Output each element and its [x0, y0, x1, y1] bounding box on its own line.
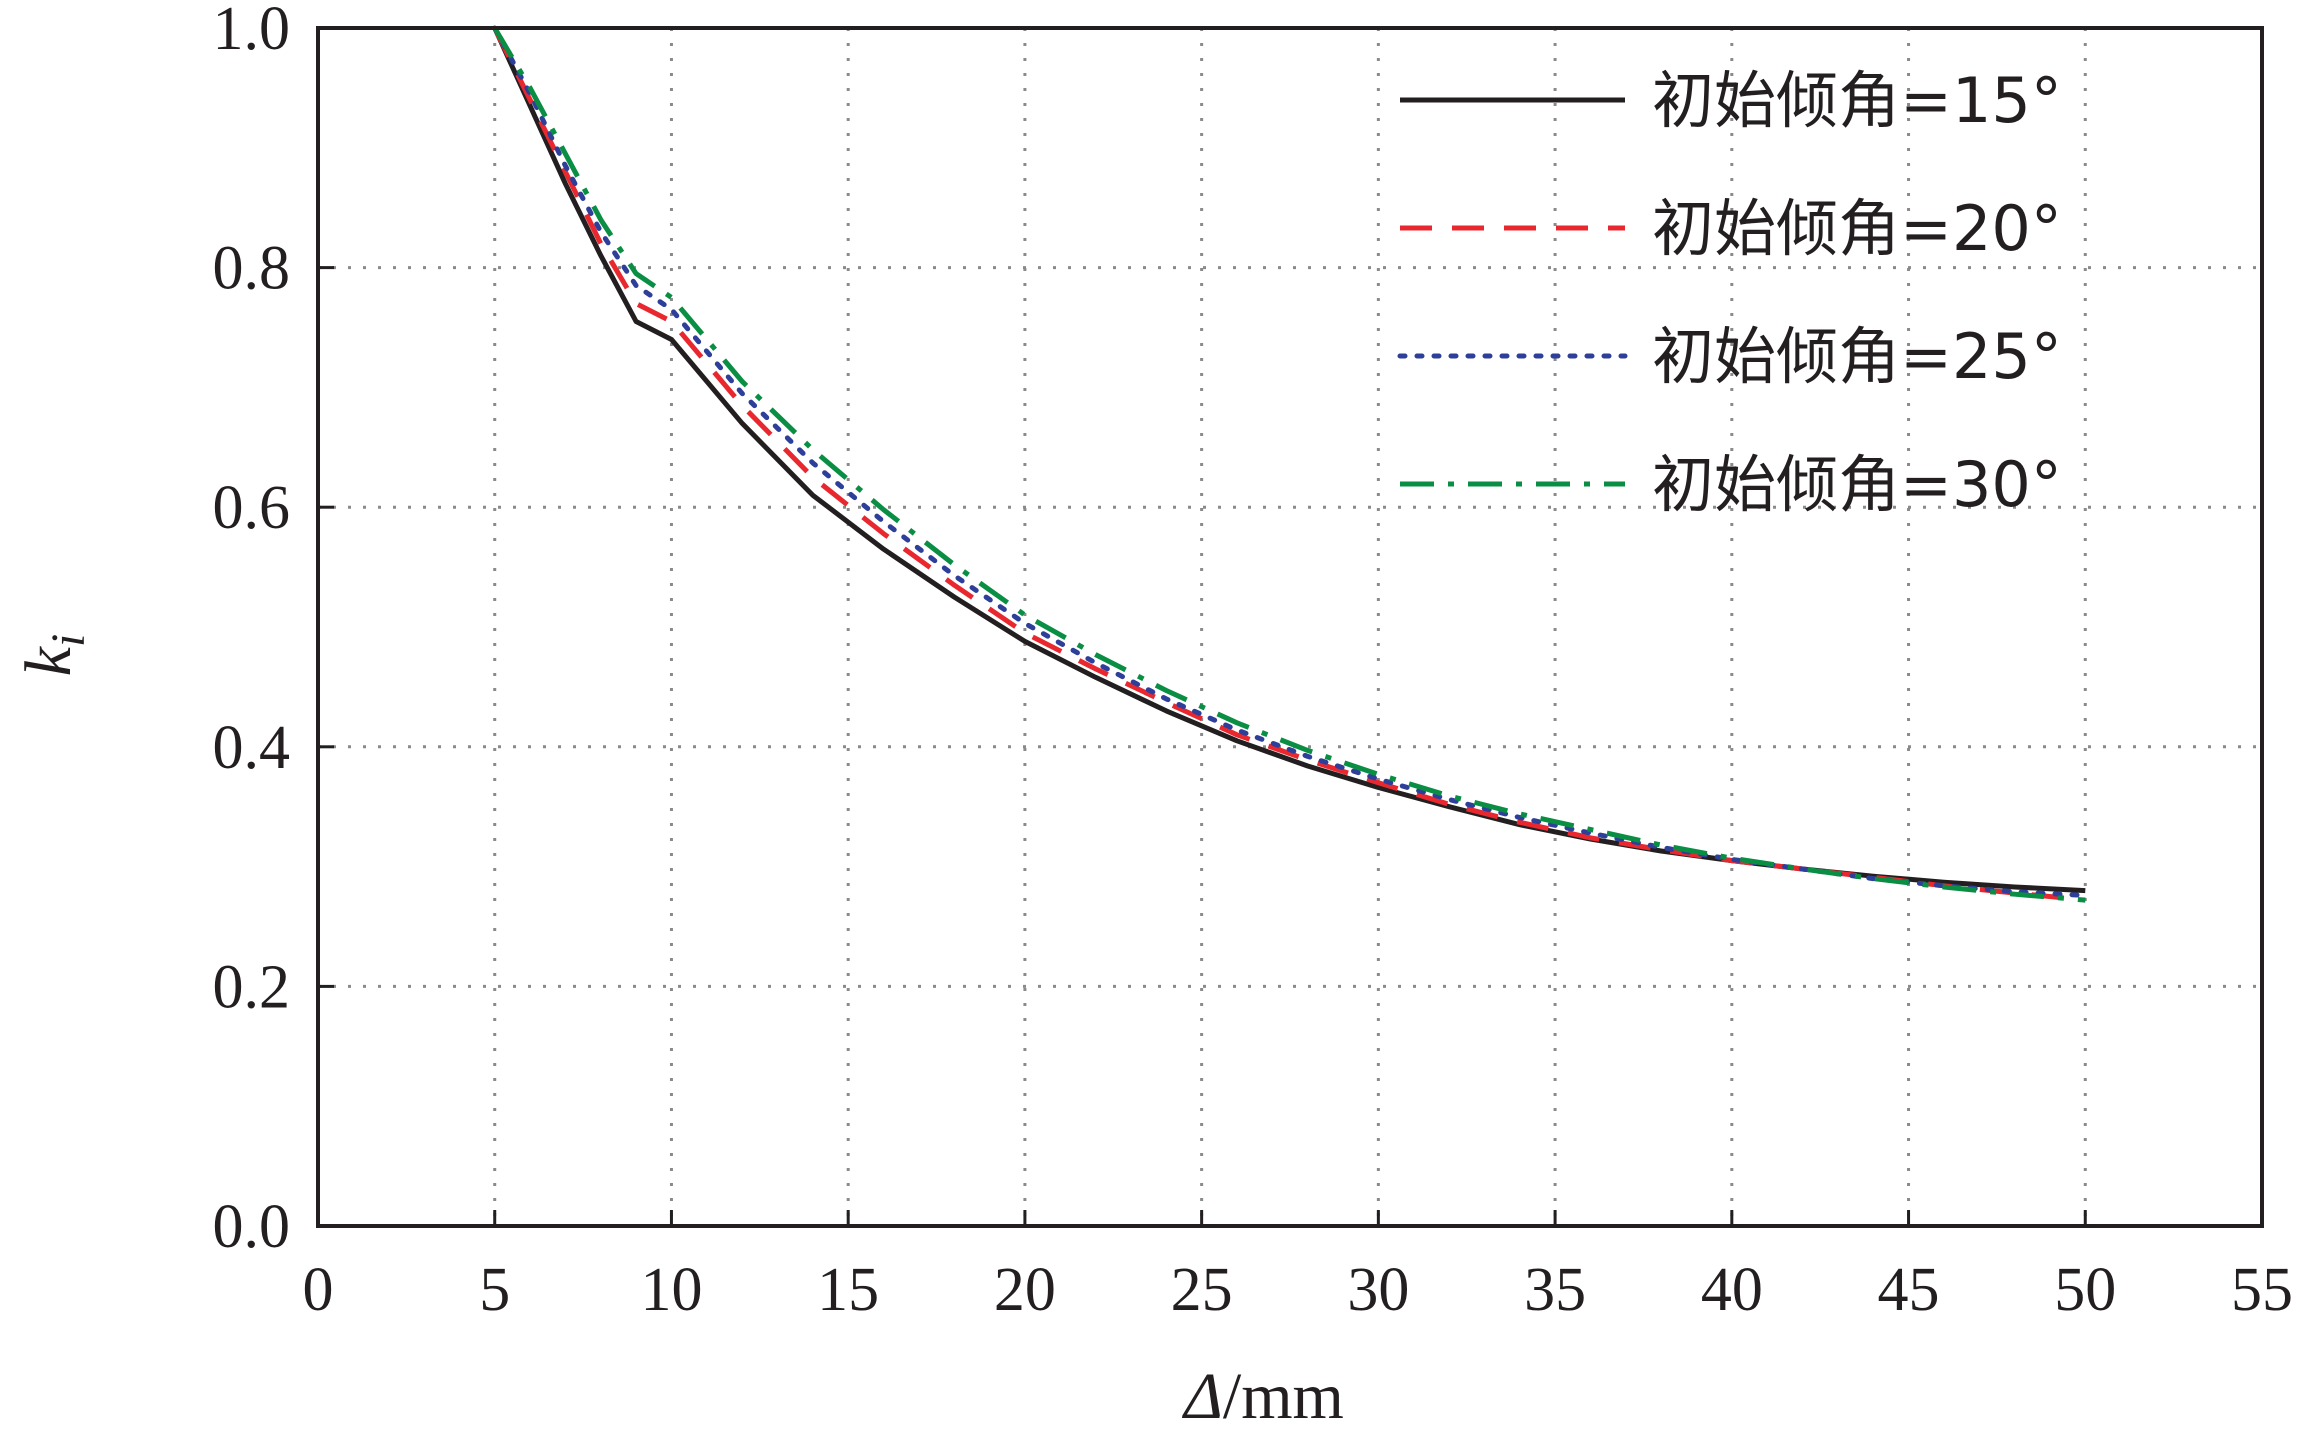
x-tick-label-0: 0 — [303, 1256, 334, 1324]
x-tick-labels: 0 5 10 15 20 25 30 35 40 45 50 55 — [303, 1256, 2294, 1324]
x-tick-label-2: 10 — [640, 1256, 702, 1324]
plot-frame — [316, 26, 2264, 1228]
legend-label-2: 初始倾角=25° — [1652, 320, 2062, 393]
y-tick-label-2: 0.4 — [213, 714, 291, 782]
series-line-3 — [492, 26, 2086, 903]
x-tick-label-6: 30 — [1347, 1256, 1409, 1324]
y-tick-label-4: 0.8 — [213, 235, 291, 303]
y-tick-label-3: 0.6 — [213, 474, 291, 542]
y-axis-subscript: i — [42, 634, 95, 647]
axis-ticks — [316, 26, 2264, 1228]
y-axis-symbol: k — [12, 645, 85, 676]
legend-label-3: 初始倾角=30° — [1652, 448, 2062, 521]
legend-item-1: 初始倾角=20° — [1400, 192, 2062, 265]
legend-item-0: 初始倾角=15° — [1400, 64, 2062, 137]
y-tick-label-1: 0.2 — [213, 953, 291, 1021]
x-tick-label-5: 25 — [1171, 1256, 1233, 1324]
series-lines — [492, 25, 2088, 903]
legend: 初始倾角=15° 初始倾角=20° 初始倾角=25° 初始倾角=30° — [1397, 64, 2062, 521]
x-tick-label-1: 5 — [479, 1256, 510, 1324]
y-axis-title: ki — [12, 634, 95, 677]
y-tick-label-5: 1.0 — [213, 0, 291, 63]
y-tick-label-0: 0.0 — [213, 1193, 291, 1261]
legend-item-2: 初始倾角=25° — [1397, 320, 2062, 393]
legend-label-1: 初始倾角=20° — [1652, 192, 2062, 265]
y-tick-labels: 0.0 0.2 0.4 0.6 0.8 1.0 — [213, 0, 291, 1261]
x-tick-label-9: 45 — [1878, 1256, 1940, 1324]
x-tick-label-11: 55 — [2231, 1256, 2293, 1324]
x-axis-symbol: Δ — [1181, 1360, 1223, 1433]
legend-label-0: 初始倾角=15° — [1652, 64, 2062, 137]
x-tick-label-4: 20 — [994, 1256, 1056, 1324]
grid-lines — [318, 28, 2262, 1226]
x-axis-title: Δ/mm — [1181, 1360, 1344, 1433]
legend-item-3: 初始倾角=30° — [1400, 448, 2062, 521]
x-tick-label-3: 15 — [817, 1256, 879, 1324]
x-tick-label-8: 40 — [1701, 1256, 1763, 1324]
x-tick-label-10: 50 — [2054, 1256, 2116, 1324]
x-axis-unit: /mm — [1223, 1360, 1344, 1433]
x-tick-label-7: 35 — [1524, 1256, 1586, 1324]
